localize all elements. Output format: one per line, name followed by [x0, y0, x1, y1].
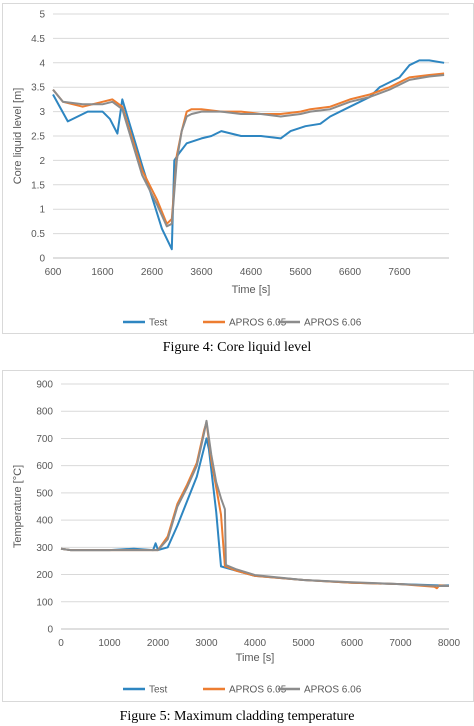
figure-4-caption: Figure 4: Core liquid level	[162, 340, 312, 355]
y-tick-label: 500	[36, 488, 53, 499]
y-tick-label: 300	[36, 543, 53, 554]
legend-label: Test	[149, 318, 168, 329]
x-tick-label: 3600	[190, 267, 213, 278]
x-tick-label: 4000	[244, 638, 267, 649]
series-line-apros-6-05	[52, 72, 445, 225]
legend-label: APROS 6.05	[229, 685, 287, 696]
x-tick-label: 3000	[195, 638, 218, 649]
x-tick-label: 2600	[141, 267, 164, 278]
y-tick-label: 3.5	[31, 83, 45, 94]
y-tick-label: 0	[47, 625, 53, 636]
x-axis-title: Time [s]	[232, 284, 271, 296]
x-tick-label: 5600	[289, 267, 312, 278]
y-tick-label: 2.5	[31, 132, 45, 143]
x-tick-label: 8000	[438, 638, 461, 649]
x-tick-label: 7600	[388, 267, 411, 278]
series-line-apros-6-05	[60, 421, 450, 590]
y-tick-label: 3	[39, 107, 45, 118]
x-axis-title: Time [s]	[236, 652, 275, 664]
legend-label: Test	[149, 685, 168, 696]
y-tick-label: 4.5	[31, 34, 45, 45]
series-line-test	[52, 59, 445, 251]
y-axis-title: Core liquid level [m]	[12, 88, 24, 185]
legend-label: APROS 6.06	[304, 685, 362, 696]
x-tick-label: 7000	[389, 638, 412, 649]
cladding-temperature-chart-panel: 0 100 200 300 400 500 600 700 800 900 0 1000 2000 300…	[2, 370, 474, 702]
y-tick-label: 600	[36, 461, 53, 472]
y-tick-label: 5	[39, 10, 45, 21]
y-tick-label: 800	[36, 407, 53, 418]
y-tick-label: 0	[39, 254, 45, 265]
legend-label: APROS 6.05	[229, 318, 287, 329]
series-line-test	[60, 437, 449, 587]
core-liquid-level-chart-panel: 0 0.5 1 1.5 2 2.5 3 3.5 4 4.5 5 600 1600 2600 3600 4600…	[2, 3, 474, 334]
cladding-temperature-chart: 0 100 200 300 400 500 600 700 800 900 0 1000 2000 300…	[12, 380, 461, 696]
y-tick-label: 700	[36, 434, 53, 445]
y-tick-label: 1	[39, 205, 45, 216]
y-tick-label: 900	[36, 380, 53, 391]
y-axis-title: Temperature [°C]	[12, 465, 24, 548]
x-tick-label: 5000	[292, 638, 315, 649]
y-tick-label: 400	[36, 516, 53, 527]
series-line-apros-6-06	[52, 74, 445, 228]
y-tick-label: 200	[36, 570, 53, 581]
legend-label: APROS 6.06	[304, 318, 362, 329]
y-tick-label: 100	[36, 597, 53, 608]
x-tick-label: 600	[45, 267, 62, 278]
x-tick-label: 0	[58, 638, 64, 649]
y-tick-label: 2	[39, 156, 45, 167]
x-tick-label: 1600	[91, 267, 114, 278]
x-tick-label: 1000	[98, 638, 121, 649]
series-line-apros-6-06	[60, 419, 449, 587]
y-tick-label: 4	[39, 58, 45, 69]
x-tick-label: 6000	[341, 638, 364, 649]
x-tick-label: 6600	[339, 267, 362, 278]
x-tick-label: 2000	[147, 638, 170, 649]
figure-5-caption: Figure 5: Maximum cladding temperature	[119, 709, 355, 724]
x-tick-label: 4600	[240, 267, 263, 278]
y-tick-label: 1.5	[31, 180, 45, 191]
y-tick-label: 0.5	[31, 229, 45, 240]
